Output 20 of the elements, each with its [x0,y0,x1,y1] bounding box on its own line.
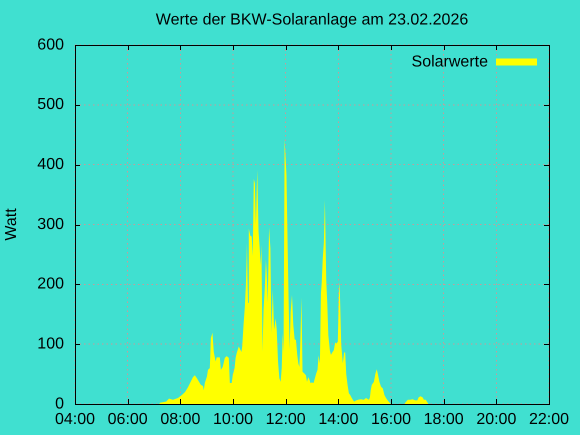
x-tick-label: 12:00 [266,411,306,428]
y-tick-label: 100 [37,336,64,353]
x-tick-label: 10:00 [212,411,254,428]
chart-title: Werte der BKW-Solaranlage am 23.02.2026 [156,11,468,28]
legend-label: Solarwerte [412,53,488,70]
y-tick-label: 600 [37,36,64,54]
y-tick-label: 400 [37,156,64,174]
x-tick-label: 22:00 [528,411,570,428]
x-tick-label: 20:00 [476,411,516,428]
y-tick-label: 300 [37,216,64,233]
x-tick-label: 18:00 [424,411,464,428]
y-tick-label: 500 [37,96,64,114]
y-tick-label: 0 [55,395,64,412]
x-tick-label: 08:00 [160,411,200,428]
x-tick-label: 06:00 [108,411,148,428]
x-tick-label: 04:00 [54,411,96,428]
y-tick-label: 200 [37,276,64,293]
y-axis-title: Watt [3,208,20,241]
x-tick-label: 16:00 [370,411,412,428]
x-tick-label: 14:00 [318,411,358,428]
